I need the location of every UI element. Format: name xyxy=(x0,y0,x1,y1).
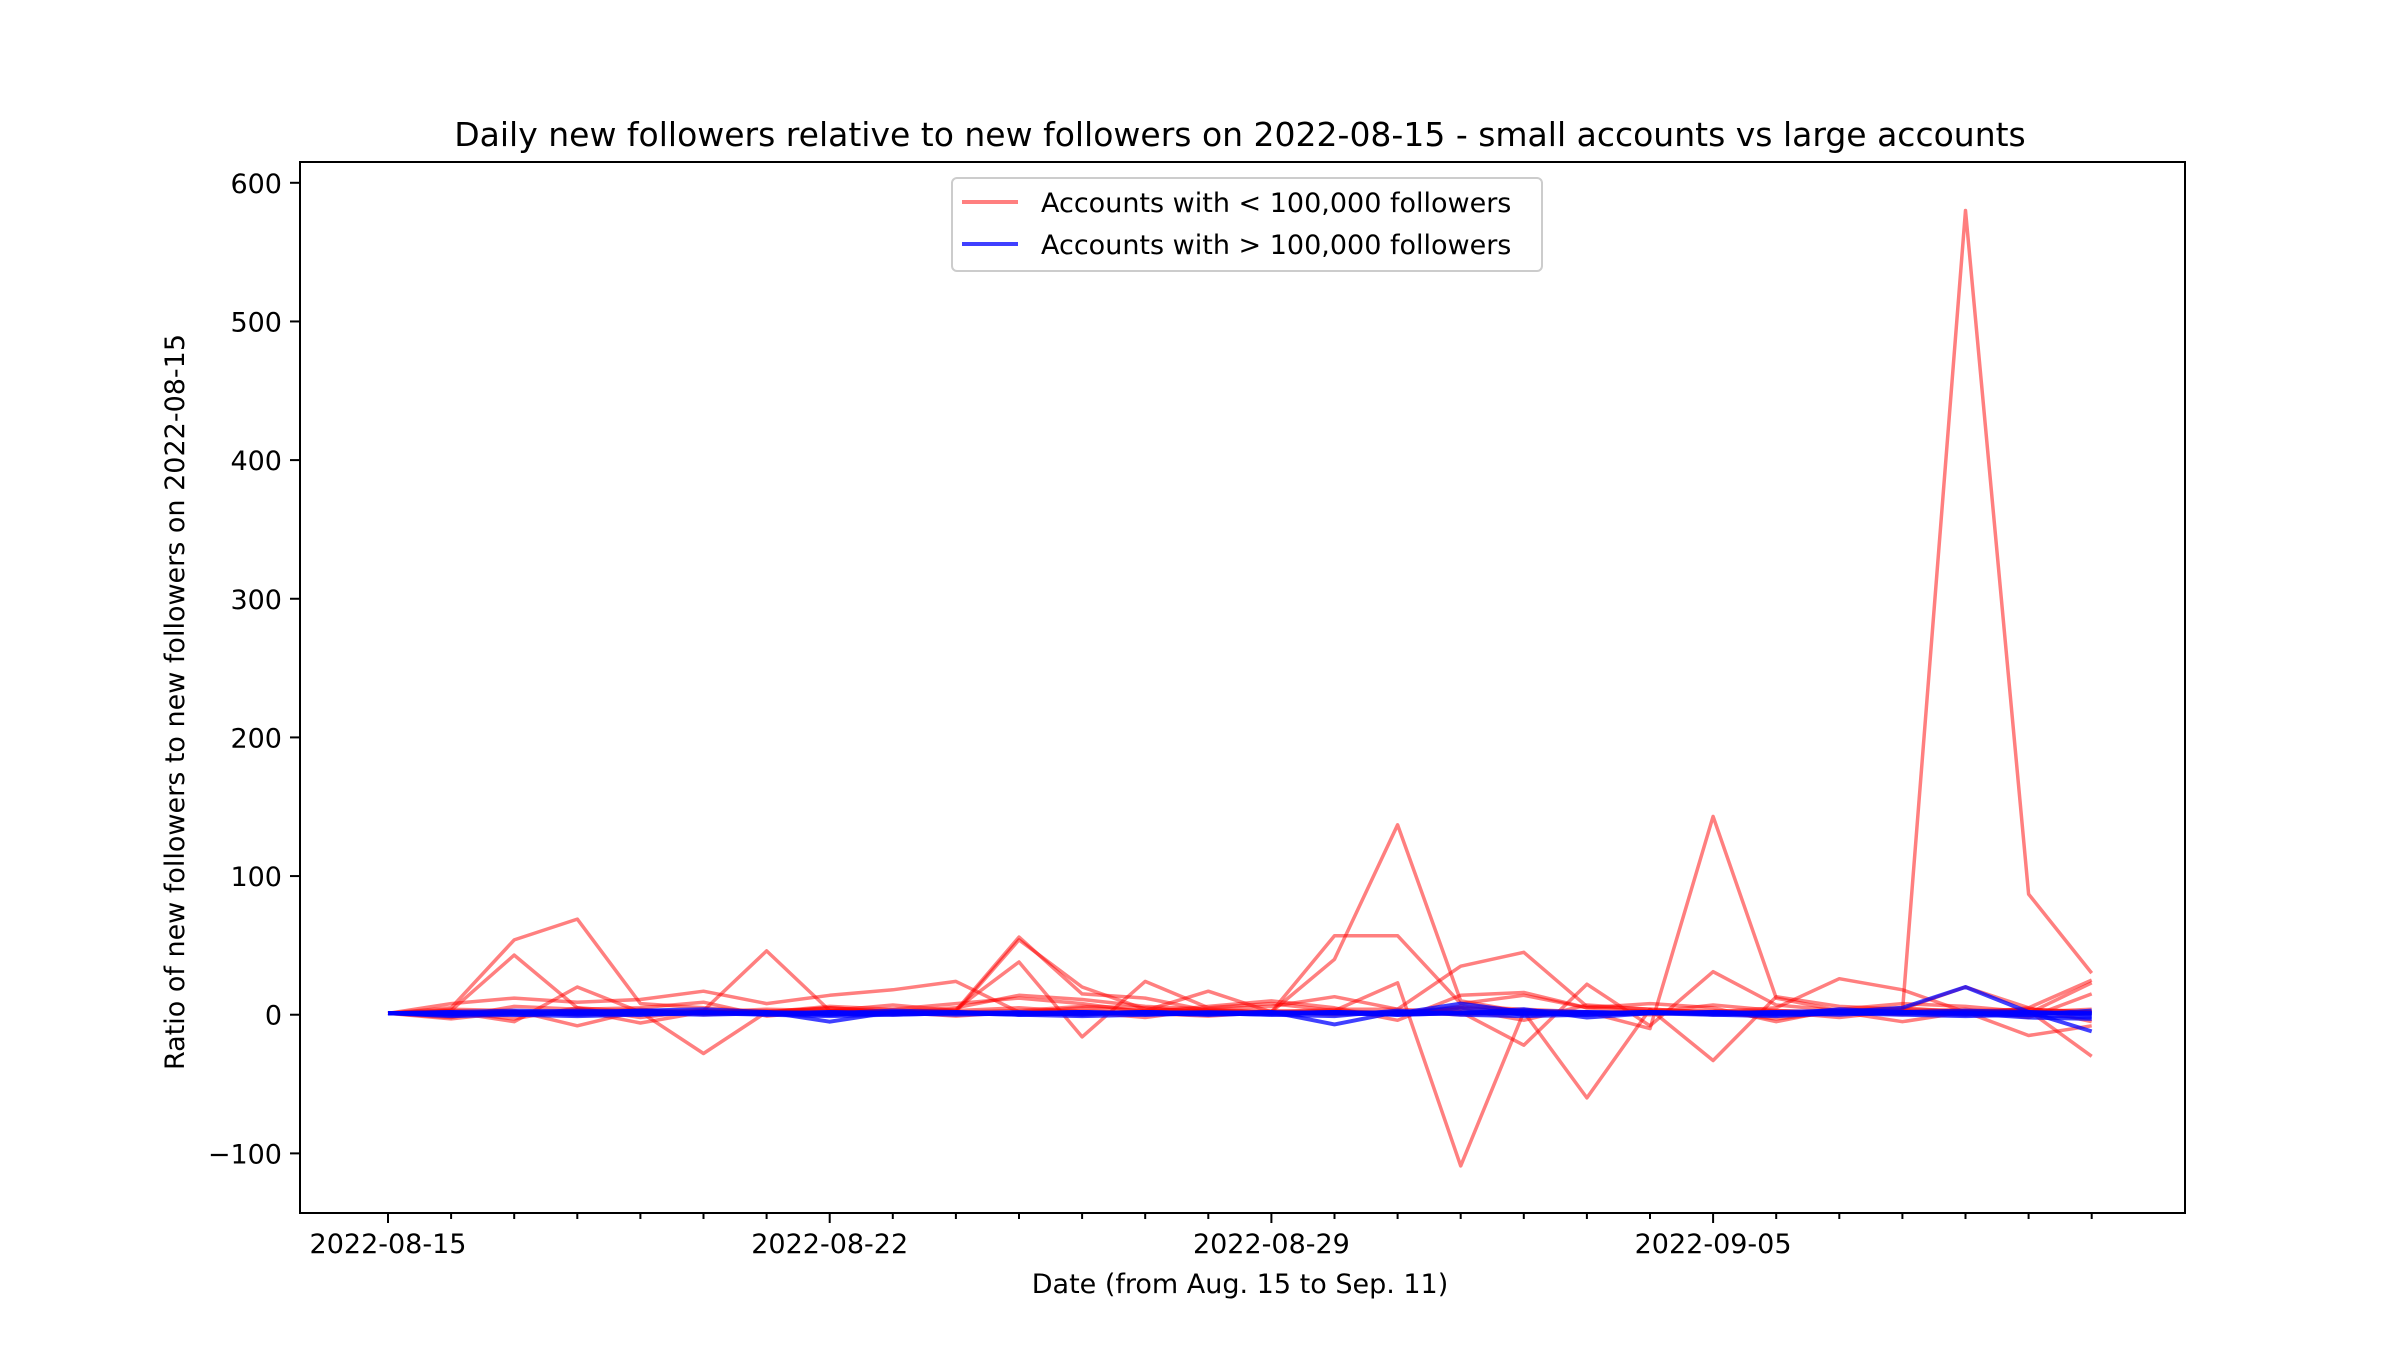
small-account-series-line xyxy=(387,969,2092,1047)
plot-frame xyxy=(299,161,2186,1214)
y-tick-label: 0 xyxy=(265,1001,282,1032)
x-tick-label: 2022-08-29 xyxy=(1193,1229,1350,1260)
legend-label: Accounts with < 100,000 followers xyxy=(1041,188,1511,219)
legend-label: Accounts with > 100,000 followers xyxy=(1041,230,1511,261)
large-account-series-line xyxy=(387,1011,2092,1017)
y-tick-label: 300 xyxy=(230,585,282,616)
y-tick-label: 400 xyxy=(230,446,282,477)
small-account-series-line xyxy=(387,960,2093,1168)
y-axis: −100 0 100 200 300 400 500 600 xyxy=(208,169,300,1170)
x-axis-label: Date (from Aug. 15 to Sep. 11) xyxy=(1032,1269,1449,1300)
chart-title: Daily new followers relative to new foll… xyxy=(454,115,2026,154)
y-tick-label: 200 xyxy=(230,723,282,754)
x-tick-label: 2022-08-22 xyxy=(751,1229,908,1260)
small-account-series-line xyxy=(387,950,2092,1063)
legend: Accounts with < 100,000 followers Account… xyxy=(951,177,1543,272)
x-tick-label: 2022-08-15 xyxy=(310,1229,467,1260)
y-tick-label: −100 xyxy=(208,1139,282,1170)
x-tick-label: 2022-09-05 xyxy=(1635,1229,1792,1260)
x-axis: 2022-08-15 2022-08-22 2022-08-29 2022-09-05 xyxy=(310,1213,2093,1260)
legend-box xyxy=(951,177,1543,272)
y-tick-label: 100 xyxy=(230,862,282,893)
series-layer xyxy=(387,208,2094,1168)
y-axis-label: Ratio of new followers to new followers … xyxy=(160,334,191,1070)
y-tick-label: 500 xyxy=(230,307,282,338)
y-tick-label: 600 xyxy=(230,169,282,200)
